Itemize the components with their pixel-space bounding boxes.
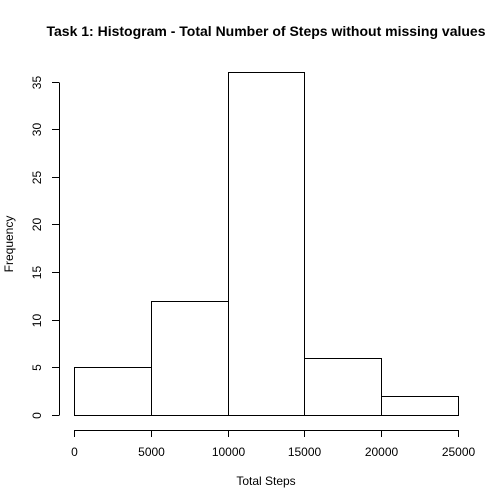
x-tick-label: 15000 (288, 445, 322, 459)
y-tick-label: 20 (30, 218, 44, 232)
x-tick-label: 5000 (138, 445, 165, 459)
x-tick-label: 25000 (442, 445, 476, 459)
y-axis: 0 5 10 15 20 25 30 35 (30, 76, 60, 419)
y-tick-label: 15 (30, 266, 44, 280)
histogram-bar (381, 396, 459, 416)
x-tick-label: 10000 (212, 445, 246, 459)
y-tick-label: 10 (30, 314, 44, 328)
histogram-bar (74, 367, 152, 416)
y-tick-label: 25 (30, 171, 44, 185)
chart-title: Task 1: Histogram - Total Number of Step… (47, 23, 486, 39)
y-tick-label: 30 (30, 123, 44, 137)
histogram-bar (151, 301, 229, 416)
y-tick-label: 0 (30, 412, 44, 419)
x-axis: 0 5000 10000 15000 20000 25000 (71, 430, 476, 459)
y-tick-label: 35 (30, 76, 44, 90)
histogram-bars (74, 72, 459, 416)
x-axis-label: Total Steps (236, 474, 295, 488)
y-tick-label: 5 (30, 364, 44, 371)
x-tick-label: 20000 (365, 445, 399, 459)
histogram-bar (304, 358, 382, 416)
histogram-bar (228, 72, 305, 416)
x-tick-label: 0 (71, 445, 78, 459)
y-axis-label: Frequency (2, 216, 16, 273)
